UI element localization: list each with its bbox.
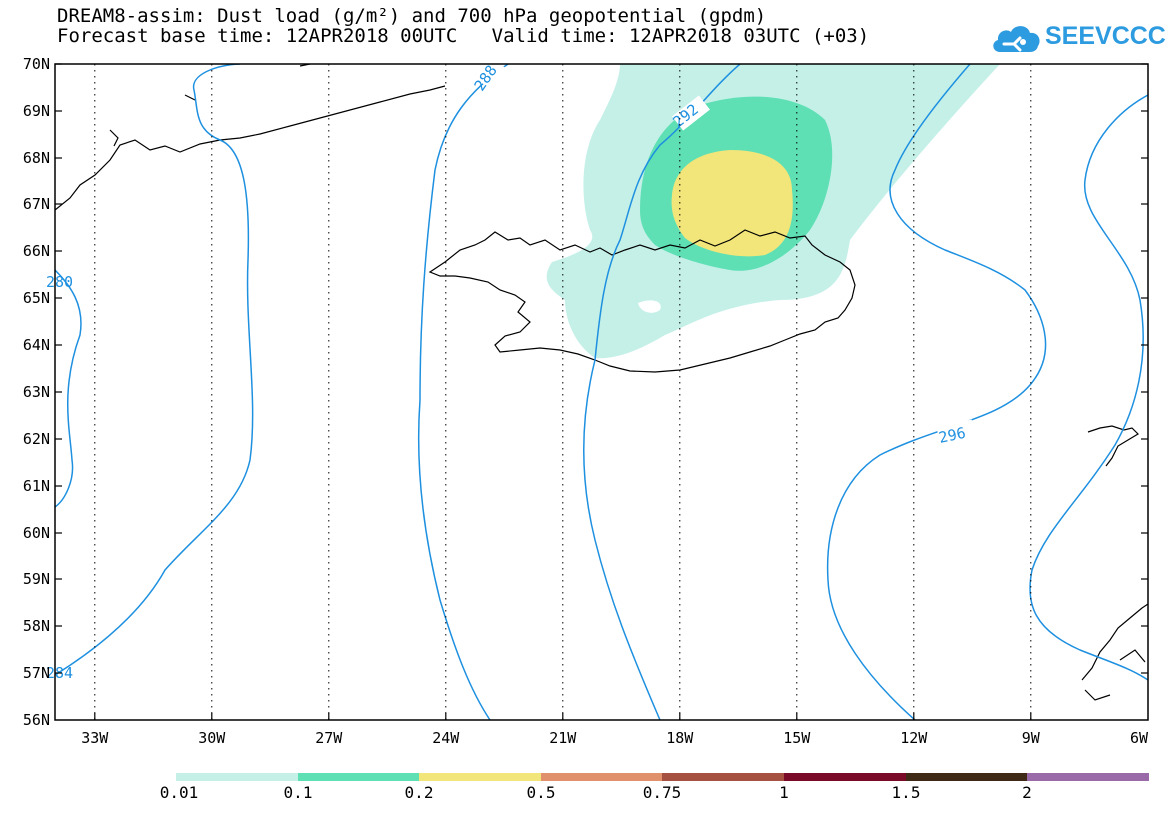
legend-label: 0.75 bbox=[642, 783, 682, 802]
contour-280 bbox=[55, 269, 82, 508]
lat-label: 62N bbox=[23, 430, 50, 448]
map-title: DREAM8-assim: Dust load (g/m²) and 700 h… bbox=[57, 5, 767, 27]
contour-288 bbox=[417, 64, 509, 720]
latitude-labels: 70N 69N 68N 67N 66N 65N 64N 63N 62N 61N … bbox=[23, 55, 50, 729]
forecast-time: Forecast base time: 12APR2018 00UTC Vali… bbox=[57, 25, 870, 47]
legend-label: 0.5 bbox=[526, 783, 556, 802]
lon-label: 12W bbox=[900, 729, 928, 747]
legend-label: 0.1 bbox=[283, 783, 313, 802]
lon-label: 6W bbox=[1130, 729, 1149, 747]
legend-label: 1 bbox=[779, 783, 789, 802]
lon-label: 27W bbox=[315, 729, 343, 747]
lat-label: 58N bbox=[23, 617, 50, 635]
lon-label: 30W bbox=[198, 729, 226, 747]
seevccc-logo: SEEVCCC bbox=[990, 18, 1166, 60]
lat-label: 66N bbox=[23, 242, 50, 260]
contour-labels: 288 292 296 280 284 bbox=[46, 59, 976, 682]
lon-label: 18W bbox=[666, 729, 694, 747]
dust-load-shading bbox=[546, 64, 1000, 359]
contour-296 bbox=[826, 64, 1047, 720]
lat-label: 60N bbox=[23, 524, 50, 542]
legend-swatch bbox=[419, 773, 541, 781]
legend-colorbar bbox=[176, 773, 1149, 781]
contour-label-280: 280 bbox=[46, 273, 73, 291]
logo-text: SEEVCCC bbox=[1045, 22, 1166, 50]
lon-label: 33W bbox=[81, 729, 109, 747]
legend-swatch bbox=[298, 773, 419, 781]
lon-label: 21W bbox=[549, 729, 577, 747]
lat-label: 59N bbox=[23, 570, 50, 588]
legend-label: 0.2 bbox=[404, 783, 434, 802]
lat-label: 70N bbox=[23, 55, 50, 73]
contour-label-296: 296 bbox=[937, 424, 967, 447]
lat-label: 56N bbox=[23, 711, 50, 729]
scotland-coastline bbox=[1081, 603, 1148, 701]
faroe-islands-coastline bbox=[1087, 425, 1139, 467]
lat-label: 63N bbox=[23, 383, 50, 401]
gridlines bbox=[94, 64, 1032, 720]
lat-label: 64N bbox=[23, 336, 50, 354]
legend-label: 0.01 bbox=[159, 783, 199, 802]
lat-label: 61N bbox=[23, 477, 50, 495]
legend-swatch bbox=[662, 773, 784, 781]
legend-swatch bbox=[1027, 773, 1149, 781]
greenland-coastline bbox=[55, 85, 446, 211]
lon-label: 24W bbox=[432, 729, 460, 747]
dust-level-0-2 bbox=[671, 150, 793, 257]
legend-label: 1.5 bbox=[891, 783, 921, 802]
contour-292 bbox=[583, 64, 741, 720]
dust-gap bbox=[638, 300, 661, 313]
lon-label: 15W bbox=[783, 729, 811, 747]
geopotential-contours bbox=[55, 64, 1148, 720]
legend-swatch bbox=[906, 773, 1027, 781]
legend-label: 2 bbox=[1022, 783, 1032, 802]
contour-east bbox=[1029, 94, 1148, 681]
axis-ticks bbox=[55, 63, 1148, 720]
lat-label: 57N bbox=[23, 664, 50, 682]
legend-swatch bbox=[176, 773, 298, 781]
legend-swatch bbox=[541, 773, 662, 781]
contour-284 bbox=[55, 64, 254, 676]
lat-label: 69N bbox=[23, 102, 50, 120]
iceland-coastline bbox=[428, 229, 856, 373]
longitude-labels: 33W 30W 27W 24W 21W 18W 15W 12W 9W 6W bbox=[81, 729, 1149, 747]
lat-label: 67N bbox=[23, 195, 50, 213]
lon-label: 9W bbox=[1022, 729, 1041, 747]
lat-label: 68N bbox=[23, 149, 50, 167]
legend-swatch bbox=[784, 773, 906, 781]
cloud-icon bbox=[993, 26, 1040, 52]
lat-label: 65N bbox=[23, 289, 50, 307]
